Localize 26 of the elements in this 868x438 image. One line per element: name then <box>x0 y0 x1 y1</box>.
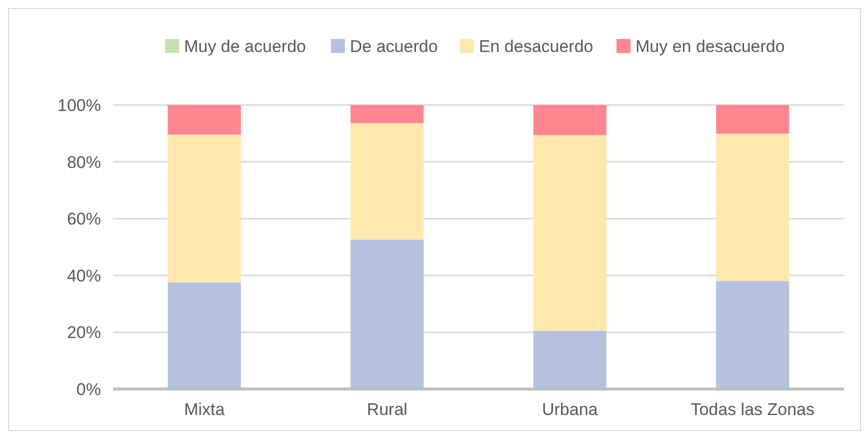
bar <box>168 105 241 135</box>
x-tick-label: Todas las Zonas <box>690 400 815 419</box>
legend-label: Muy en desacuerdo <box>636 36 785 56</box>
bar <box>716 105 790 134</box>
y-tick-label: 40% <box>66 266 101 286</box>
bar <box>350 123 424 240</box>
y-tick-label: 80% <box>66 152 101 172</box>
y-tick-label: 0% <box>76 380 101 399</box>
x-tick-label: Rural <box>366 400 408 419</box>
bar <box>716 134 790 282</box>
y-tick-label: 60% <box>66 210 101 229</box>
x-tick-label: Mixta <box>184 400 226 419</box>
bar <box>533 330 606 389</box>
y-tick-label: 20% <box>66 323 101 342</box>
bar <box>168 282 241 388</box>
legend-label: Muy de acuerdo <box>184 36 306 56</box>
x-tick-label: Urbana <box>542 400 598 419</box>
legend-label: De acuerdo <box>350 36 438 56</box>
legend-label: En desacuerdo <box>478 36 594 56</box>
bar <box>533 105 606 136</box>
y-tick-label: 100% <box>58 96 101 115</box>
bar <box>168 134 241 282</box>
bar <box>716 281 790 388</box>
bar <box>350 240 424 389</box>
bar <box>350 105 424 124</box>
bar <box>533 135 606 331</box>
